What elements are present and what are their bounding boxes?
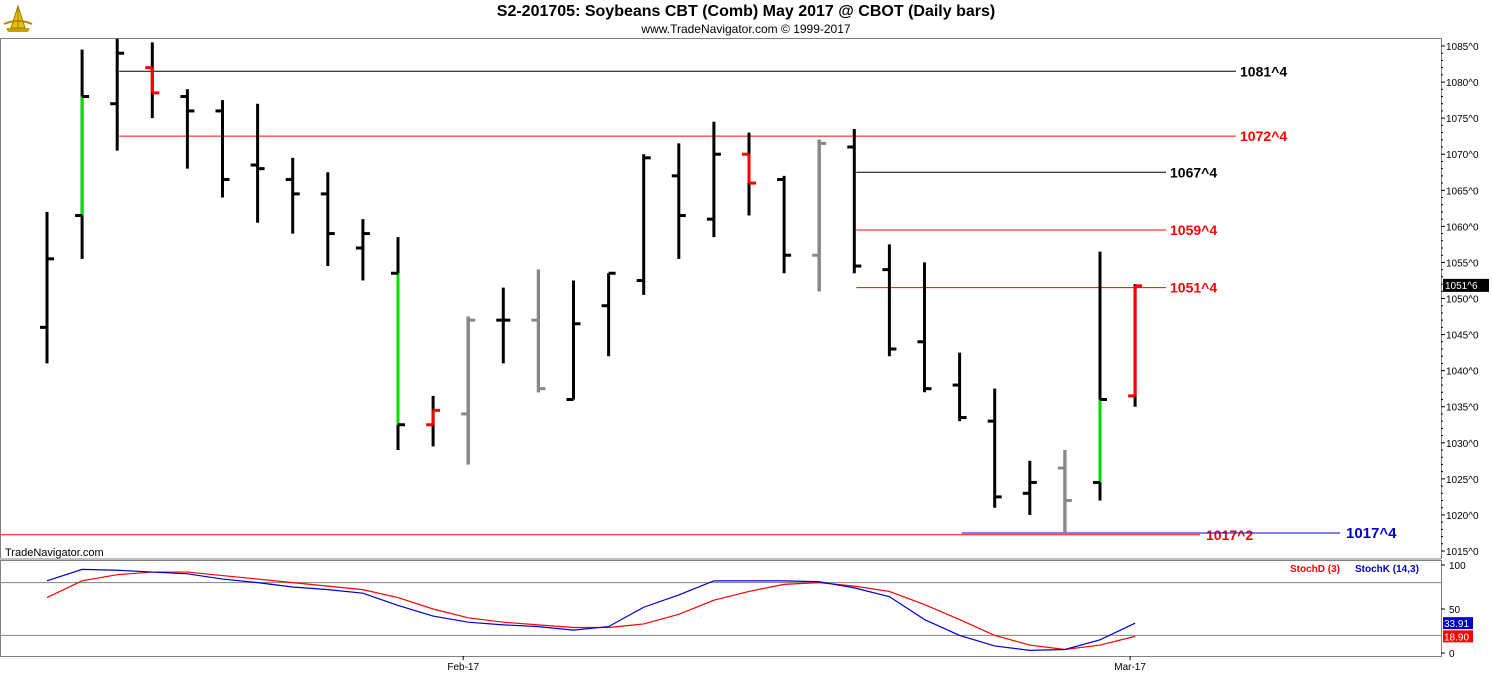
price-axis-tick-label: 1050^0 bbox=[1446, 295, 1479, 306]
price-axis-tick-label: 1040^0 bbox=[1446, 367, 1479, 378]
price-axis-tick-label: 1070^0 bbox=[1446, 150, 1479, 161]
chart-title: S2-201705: Soybeans CBT (Comb) May 2017 … bbox=[496, 3, 996, 20]
ohlc-bar bbox=[145, 42, 160, 119]
ohlc-bar bbox=[496, 287, 511, 364]
price-axis-tick-label: 1045^0 bbox=[1446, 331, 1479, 342]
ohlc-bar bbox=[285, 157, 300, 234]
price-level-label: 1017^2 bbox=[1206, 527, 1253, 543]
price-level-label: 1081^4 bbox=[1240, 63, 1287, 79]
ohlc-bar bbox=[250, 103, 265, 223]
ohlc-bar bbox=[847, 128, 862, 274]
ohlc-bar bbox=[1022, 460, 1037, 515]
ohlc-bar bbox=[601, 271, 616, 357]
ohlc-bar bbox=[1057, 450, 1072, 533]
ohlc-bar bbox=[391, 237, 405, 450]
stoch-last-value-badge bbox=[1443, 617, 1473, 630]
price-level-label: 1059^4 bbox=[1170, 222, 1217, 238]
price-axis-tick-label: 1075^0 bbox=[1446, 114, 1479, 125]
ohlc-bar bbox=[426, 395, 441, 447]
price-panel-frame bbox=[0, 38, 1442, 559]
ohlc-bar bbox=[566, 280, 581, 401]
price-level-label: 1072^4 bbox=[1240, 128, 1287, 144]
price-axis-tick-label: 1015^0 bbox=[1446, 547, 1479, 558]
price-axis-tick-label: 1080^0 bbox=[1446, 78, 1479, 89]
ohlc-bar bbox=[671, 143, 686, 259]
price-axis-tick-label: 1025^0 bbox=[1446, 475, 1479, 486]
ohlc-bar bbox=[110, 38, 125, 151]
ohlc-bar bbox=[812, 139, 827, 292]
stoch-series-line bbox=[46, 568, 1136, 651]
ohlc-bar bbox=[917, 262, 932, 393]
ohlc-bar bbox=[40, 211, 54, 364]
stoch-last-value-label: 18.90 bbox=[1444, 632, 1469, 643]
stoch-axis-tick-label: 100 bbox=[1449, 561, 1466, 572]
stoch-legend-label: StochK (14,3) bbox=[1355, 564, 1419, 575]
ohlc-bar bbox=[355, 219, 370, 281]
ohlc-bar bbox=[777, 175, 792, 274]
price-axis-tick-label: 1065^0 bbox=[1446, 186, 1479, 197]
stoch-last-value-label: 33.91 bbox=[1444, 619, 1469, 630]
ohlc-bar bbox=[742, 132, 756, 216]
price-axis-tick-label: 1020^0 bbox=[1446, 511, 1479, 522]
price-level-label: 1017^4 bbox=[1346, 525, 1397, 542]
last-price-label: 1051^6 bbox=[1445, 281, 1478, 292]
stoch-legend-label: StochD (3) bbox=[1290, 564, 1340, 575]
price-axis-tick-label: 1085^0 bbox=[1446, 42, 1479, 53]
price-axis-tick-label: 1060^0 bbox=[1446, 222, 1479, 233]
price-axis-tick-label: 1035^0 bbox=[1446, 403, 1479, 414]
watermark-text: TradeNavigator.com bbox=[5, 547, 104, 559]
ohlc-bar bbox=[1093, 251, 1107, 501]
ohlc-bar bbox=[320, 172, 335, 267]
time-axis-label: Feb-17 bbox=[447, 662, 479, 673]
ohlc-bar bbox=[952, 352, 967, 422]
stoch-series-line bbox=[46, 571, 1136, 651]
ohlc-bar bbox=[882, 244, 897, 357]
price-axis-tick-label: 1030^0 bbox=[1446, 439, 1479, 450]
price-axis-tick-label: 1055^0 bbox=[1446, 258, 1479, 269]
ohlc-bar bbox=[75, 49, 90, 259]
ohlc-bar bbox=[180, 89, 195, 169]
ohlc-bar bbox=[636, 154, 651, 295]
price-level-label: 1051^4 bbox=[1170, 280, 1217, 296]
time-axis-label: Mar-17 bbox=[1114, 662, 1146, 673]
ohlc-bar bbox=[706, 121, 721, 238]
last-price-badge bbox=[1443, 278, 1489, 292]
ohlc-bar bbox=[987, 388, 1002, 508]
price-level-label: 1067^4 bbox=[1170, 164, 1217, 180]
ohlc-bar bbox=[215, 100, 230, 198]
ohlc-bar bbox=[531, 269, 546, 393]
trade-navigator-logo-icon bbox=[3, 4, 33, 32]
stoch-axis-tick-label: 0 bbox=[1449, 649, 1455, 660]
chart-subtitle: www.TradeNavigator.com © 1999-2017 bbox=[641, 22, 851, 36]
ohlc-bar bbox=[461, 316, 476, 465]
stoch-axis-tick-label: 50 bbox=[1449, 605, 1461, 616]
stoch-last-value-badge bbox=[1443, 630, 1473, 643]
ohlc-bar bbox=[1128, 284, 1143, 407]
